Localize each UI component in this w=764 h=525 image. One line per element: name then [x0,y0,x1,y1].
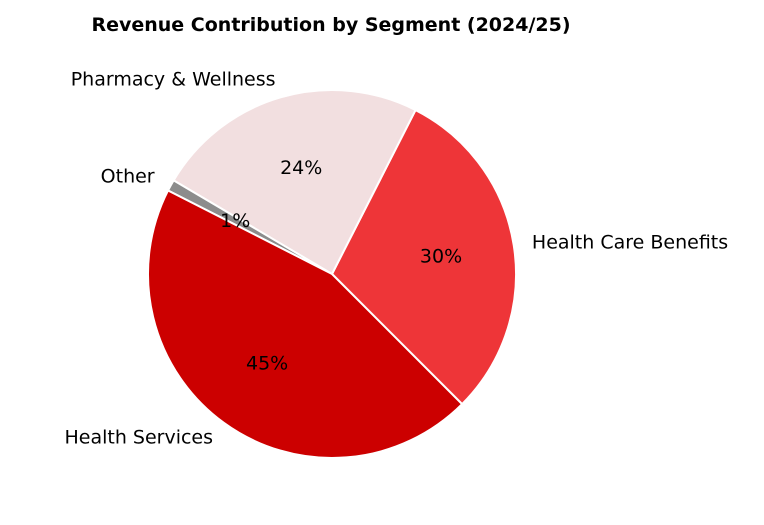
category-label-other: Other [101,165,155,187]
pct-label-pharmacy-wellness: 24% [280,157,322,179]
pie-labels: 30% Health Care Benefits 24% Pharmacy & Wel… [64,69,728,449]
chart-title: Revenue Contribution by Segment (2024/25… [91,14,570,36]
pct-label-health-services: 45% [246,352,288,374]
pie-slice-pharmacy-wellness [172,89,417,275]
category-label-pharmacy-wellness: Pharmacy & Wellness [71,69,276,91]
category-label-health-services: Health Services [64,427,213,449]
category-label-health-care-benefits: Health Care Benefits [532,231,728,253]
pie-slice-health-care-benefits [331,109,517,406]
pie-slice-health-services [147,189,464,459]
pie-slices [147,89,517,459]
pct-label-other: 1% [220,210,250,232]
pct-label-health-care-benefits: 30% [420,246,462,268]
